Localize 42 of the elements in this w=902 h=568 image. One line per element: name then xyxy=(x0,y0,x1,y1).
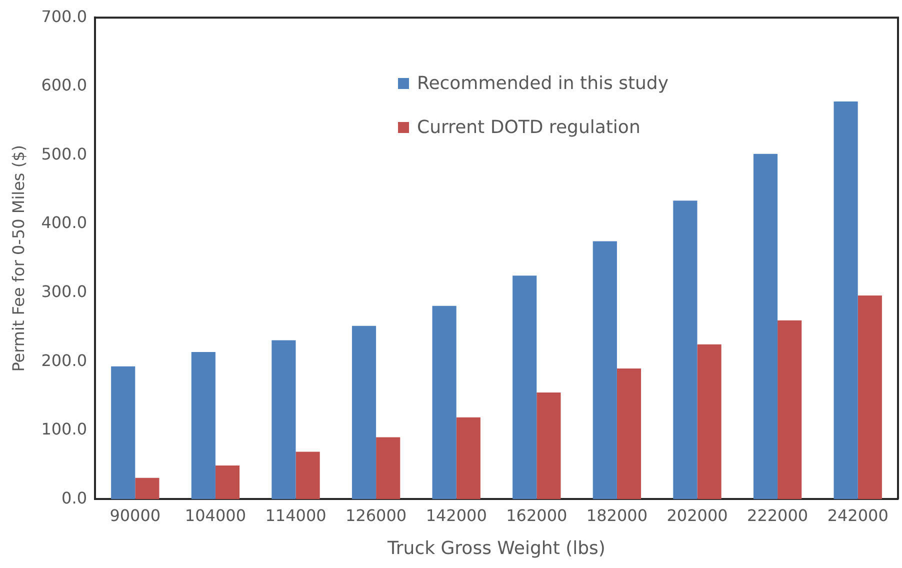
y-tick-label: 200.0 xyxy=(41,350,88,370)
y-tick-label: 700.0 xyxy=(41,6,88,26)
x-tick-label: 126000 xyxy=(346,506,407,525)
x-tick-label: 242000 xyxy=(827,506,888,525)
x-axis-title: Truck Gross Weight (lbs) xyxy=(386,538,606,559)
bar xyxy=(512,276,537,500)
bar xyxy=(111,366,136,500)
bar xyxy=(215,465,240,500)
x-tick-label: 104000 xyxy=(184,506,246,525)
y-tick-label: 100.0 xyxy=(41,420,88,439)
x-tick-label: 162000 xyxy=(506,506,568,525)
x-tick-label: 114000 xyxy=(265,506,326,525)
bar xyxy=(778,320,802,500)
y-tick-label: 300.0 xyxy=(41,282,88,301)
x-tick-label: 202000 xyxy=(666,506,728,525)
x-tick-label: 142000 xyxy=(426,506,487,525)
bar xyxy=(376,437,400,500)
bar xyxy=(135,478,160,500)
y-tick-label: 0.0 xyxy=(62,488,88,508)
bar xyxy=(592,241,617,500)
legend-label: Current DOTD regulation xyxy=(417,116,640,138)
x-tick-label: 90000 xyxy=(110,506,161,525)
bar xyxy=(352,326,376,500)
y-tick-label: 400.0 xyxy=(41,213,88,232)
bar xyxy=(673,200,698,500)
x-tick-label: 182000 xyxy=(586,506,648,525)
y-tick-label: 600.0 xyxy=(41,76,88,95)
x-tick-label: 222000 xyxy=(747,506,808,525)
bar xyxy=(296,452,320,500)
legend-label: Recommended in this study xyxy=(417,72,668,94)
bar xyxy=(697,344,722,500)
bar xyxy=(432,306,456,500)
bar xyxy=(753,154,778,500)
bar xyxy=(616,368,642,500)
bar xyxy=(858,296,882,500)
bar xyxy=(536,392,561,500)
bar xyxy=(191,352,216,500)
bar xyxy=(272,340,296,500)
y-tick-label: 500.0 xyxy=(41,144,88,164)
bar xyxy=(456,417,480,500)
bar xyxy=(834,102,858,500)
y-axis-title: Permit Fee for 0-50 Miles ($) xyxy=(8,144,28,372)
